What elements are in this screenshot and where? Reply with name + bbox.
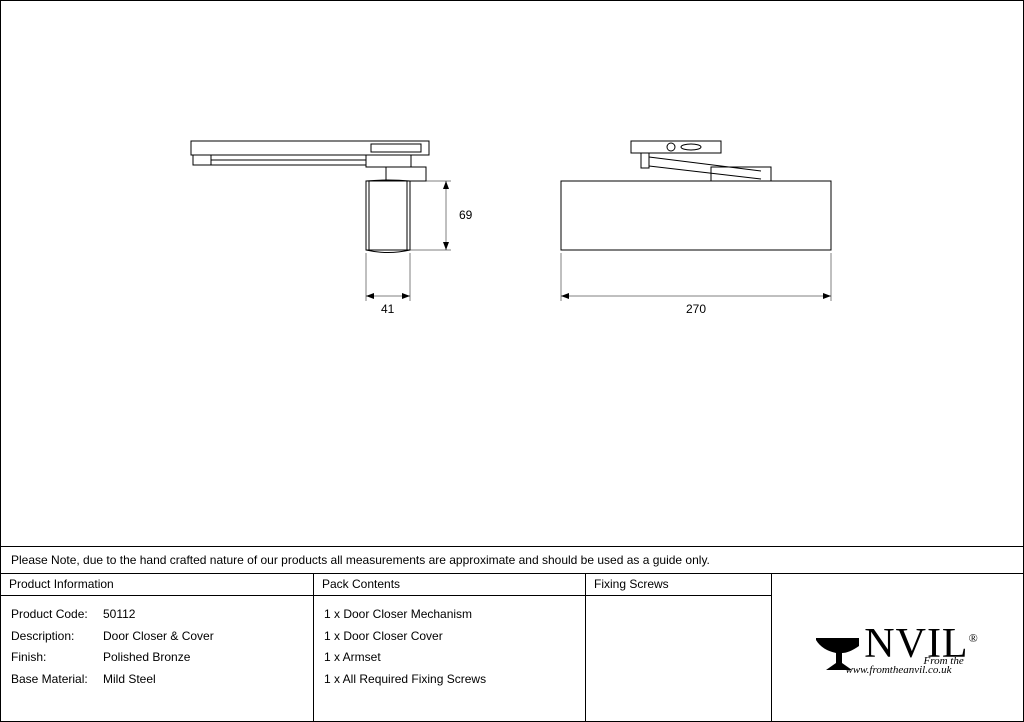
dim-front-width: 270: [561, 253, 831, 316]
pack-contents-header: Pack Contents: [314, 574, 585, 596]
finish-value: Polished Bronze: [103, 647, 190, 669]
fixing-screws-header: Fixing Screws: [586, 574, 771, 596]
note-text: Please Note, due to the hand crafted nat…: [11, 553, 710, 567]
drawing-svg: 69 41: [1, 1, 1024, 546]
fixing-screws-body: [586, 596, 771, 612]
material-row: Base Material: Mild Steel: [11, 669, 303, 691]
product-info-body: Product Code: 50112 Description: Door Cl…: [1, 596, 313, 698]
finish-label: Finish:: [11, 647, 101, 669]
content-item-1: 1 x Door Closer Mechanism: [324, 604, 575, 626]
material-label: Base Material:: [11, 669, 101, 691]
material-value: Mild Steel: [103, 669, 156, 691]
logo-name: NVIL®: [818, 621, 978, 667]
product-info-header: Product Information: [1, 574, 313, 596]
description-row: Description: Door Closer & Cover: [11, 626, 303, 648]
front-view: 270: [561, 141, 831, 316]
technical-drawing: 69 41: [1, 1, 1024, 546]
brand-logo: From the NVIL® www.fromtheanvil.co.uk: [772, 574, 1024, 722]
content-item-2: 1 x Door Closer Cover: [324, 626, 575, 648]
svg-text:270: 270: [686, 302, 706, 316]
product-code-row: Product Code: 50112: [11, 604, 303, 626]
disclaimer-note: Please Note, due to the hand crafted nat…: [1, 546, 1024, 574]
svg-text:41: 41: [381, 302, 395, 316]
dim-side-width: 41: [366, 253, 410, 316]
description-label: Description:: [11, 626, 101, 648]
description-value: Door Closer & Cover: [103, 626, 214, 648]
product-code-label: Product Code:: [11, 604, 101, 626]
side-view: 69 41: [191, 141, 473, 316]
content-item-3: 1 x Armset: [324, 647, 575, 669]
product-code-value: 50112: [103, 604, 135, 626]
pack-contents-body: 1 x Door Closer Mechanism 1 x Door Close…: [314, 596, 585, 698]
info-table: Product Information Product Code: 50112 …: [1, 574, 1024, 722]
svg-text:69: 69: [459, 208, 473, 222]
finish-row: Finish: Polished Bronze: [11, 647, 303, 669]
fixing-screws-column: Fixing Screws: [586, 574, 772, 722]
dim-height: 69: [410, 181, 473, 250]
product-info-column: Product Information Product Code: 50112 …: [1, 574, 314, 722]
logo-column: From the NVIL® www.fromtheanvil.co.uk: [772, 574, 1024, 722]
pack-contents-column: Pack Contents 1 x Door Closer Mechanism …: [314, 574, 586, 722]
content-item-4: 1 x All Required Fixing Screws: [324, 669, 575, 691]
